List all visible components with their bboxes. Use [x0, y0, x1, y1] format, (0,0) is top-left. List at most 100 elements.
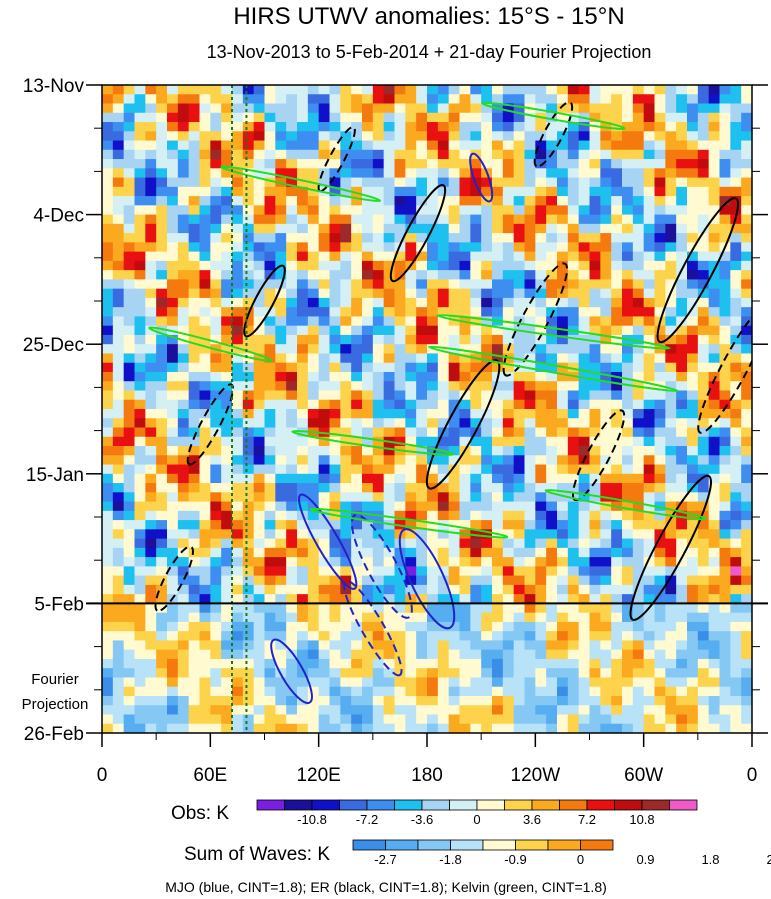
anomaly-cell: [578, 307, 591, 318]
anomaly-cell: [697, 85, 710, 95]
anomaly-cell: [145, 233, 157, 243]
anomaly-cell: [134, 353, 146, 364]
anomaly-cell: [546, 483, 558, 493]
anomaly-cell: [275, 103, 287, 114]
anomaly-cell: [102, 307, 114, 318]
anomaly-cell: [427, 168, 439, 179]
anomaly-cell: [188, 658, 201, 669]
anomaly-cell: [210, 510, 222, 521]
anomaly-cell: [167, 131, 179, 142]
anomaly-cell: [232, 362, 244, 373]
anomaly-cell: [188, 547, 201, 558]
anomaly-cell: [459, 233, 471, 243]
anomaly-cell: [622, 233, 634, 243]
anomaly-cell: [567, 149, 580, 160]
anomaly-cell: [687, 288, 699, 299]
anomaly-cell: [286, 214, 298, 225]
anomaly-cell: [622, 612, 634, 623]
anomaly-cell: [557, 529, 569, 540]
anomaly-cell: [221, 603, 233, 614]
anomaly-cell: [578, 390, 591, 401]
anomaly-cell: [134, 223, 146, 234]
anomaly-cell: [654, 168, 666, 179]
anomaly-cell: [264, 399, 276, 410]
anomaly-cell: [167, 85, 179, 95]
anomaly-cell: [145, 520, 157, 530]
anomaly-cell: [394, 168, 406, 179]
anomaly-cell: [513, 214, 526, 225]
anomaly-cell: [546, 705, 558, 716]
anomaly-cell: [578, 510, 591, 521]
anomaly-cell: [275, 288, 287, 299]
anomaly-cell: [167, 353, 179, 364]
anomaly-cell: [535, 686, 547, 697]
anomaly-cell: [416, 279, 428, 290]
anomaly-cell: [643, 177, 656, 188]
anomaly-cell: [719, 325, 731, 336]
anomaly-cell: [697, 316, 710, 327]
anomaly-cell: [372, 547, 385, 558]
anomaly-cell: [470, 168, 482, 179]
anomaly-cell: [448, 159, 461, 169]
anomaly-cell: [405, 473, 417, 484]
anomaly-cell: [177, 103, 190, 114]
anomaly-cell: [611, 140, 623, 151]
anomaly-cell: [611, 94, 623, 105]
anomaly-cell: [632, 131, 645, 142]
anomaly-cell: [210, 390, 222, 401]
anomaly-cell: [145, 483, 157, 493]
anomaly-cell: [123, 103, 136, 114]
anomaly-cell: [632, 94, 645, 105]
anomaly-cell: [481, 538, 493, 549]
anomaly-cell: [286, 353, 298, 364]
anomaly-cell: [351, 686, 363, 697]
anomaly-cell: [730, 149, 742, 160]
anomaly-cell: [253, 501, 266, 512]
anomaly-cell: [102, 371, 114, 382]
anomaly-cell: [557, 279, 569, 290]
anomaly-cell: [622, 510, 634, 521]
anomaly-cell: [307, 260, 320, 271]
anomaly-cell: [611, 446, 623, 456]
anomaly-cell: [134, 149, 146, 160]
anomaly-cell: [567, 594, 580, 604]
anomaly-cell: [448, 122, 461, 132]
anomaly-cell: [264, 483, 276, 493]
anomaly-cell: [546, 196, 558, 206]
colorbar-tick-label: 0.9: [636, 852, 654, 867]
anomaly-cell: [372, 85, 385, 95]
anomaly-cell: [730, 658, 742, 669]
anomaly-cell: [492, 714, 504, 725]
anomaly-cell: [687, 492, 699, 503]
anomaly-cell: [145, 85, 157, 95]
anomaly-cell: [307, 547, 320, 558]
anomaly-cell: [275, 612, 287, 623]
anomaly-cell: [589, 621, 601, 632]
anomaly-cell: [567, 103, 580, 114]
anomaly-cell: [329, 149, 341, 160]
anomaly-cell: [145, 446, 157, 456]
colorbar-swatch: [531, 799, 560, 811]
anomaly-cell: [253, 297, 266, 308]
anomaly-cell: [578, 409, 591, 419]
anomaly-cell: [687, 427, 699, 438]
anomaly-cell: [307, 353, 320, 364]
anomaly-cell: [199, 621, 211, 632]
anomaly-cell: [470, 242, 482, 253]
anomaly-cell: [632, 242, 645, 253]
anomaly-cell: [264, 510, 276, 521]
anomaly-cell: [416, 334, 428, 345]
anomaly-cell: [134, 418, 146, 429]
anomaly-cell: [156, 566, 168, 577]
anomaly-cell: [329, 594, 341, 604]
anomaly-cell: [697, 446, 710, 456]
anomaly-cell: [221, 260, 233, 271]
anomaly-cell: [372, 205, 385, 216]
anomaly-cell: [502, 695, 515, 706]
anomaly-cell: [741, 307, 752, 318]
anomaly-cell: [340, 362, 352, 373]
anomaly-cell: [340, 501, 352, 512]
anomaly-cell: [611, 695, 623, 706]
anomaly-cell: [567, 279, 580, 290]
anomaly-cell: [697, 584, 710, 595]
